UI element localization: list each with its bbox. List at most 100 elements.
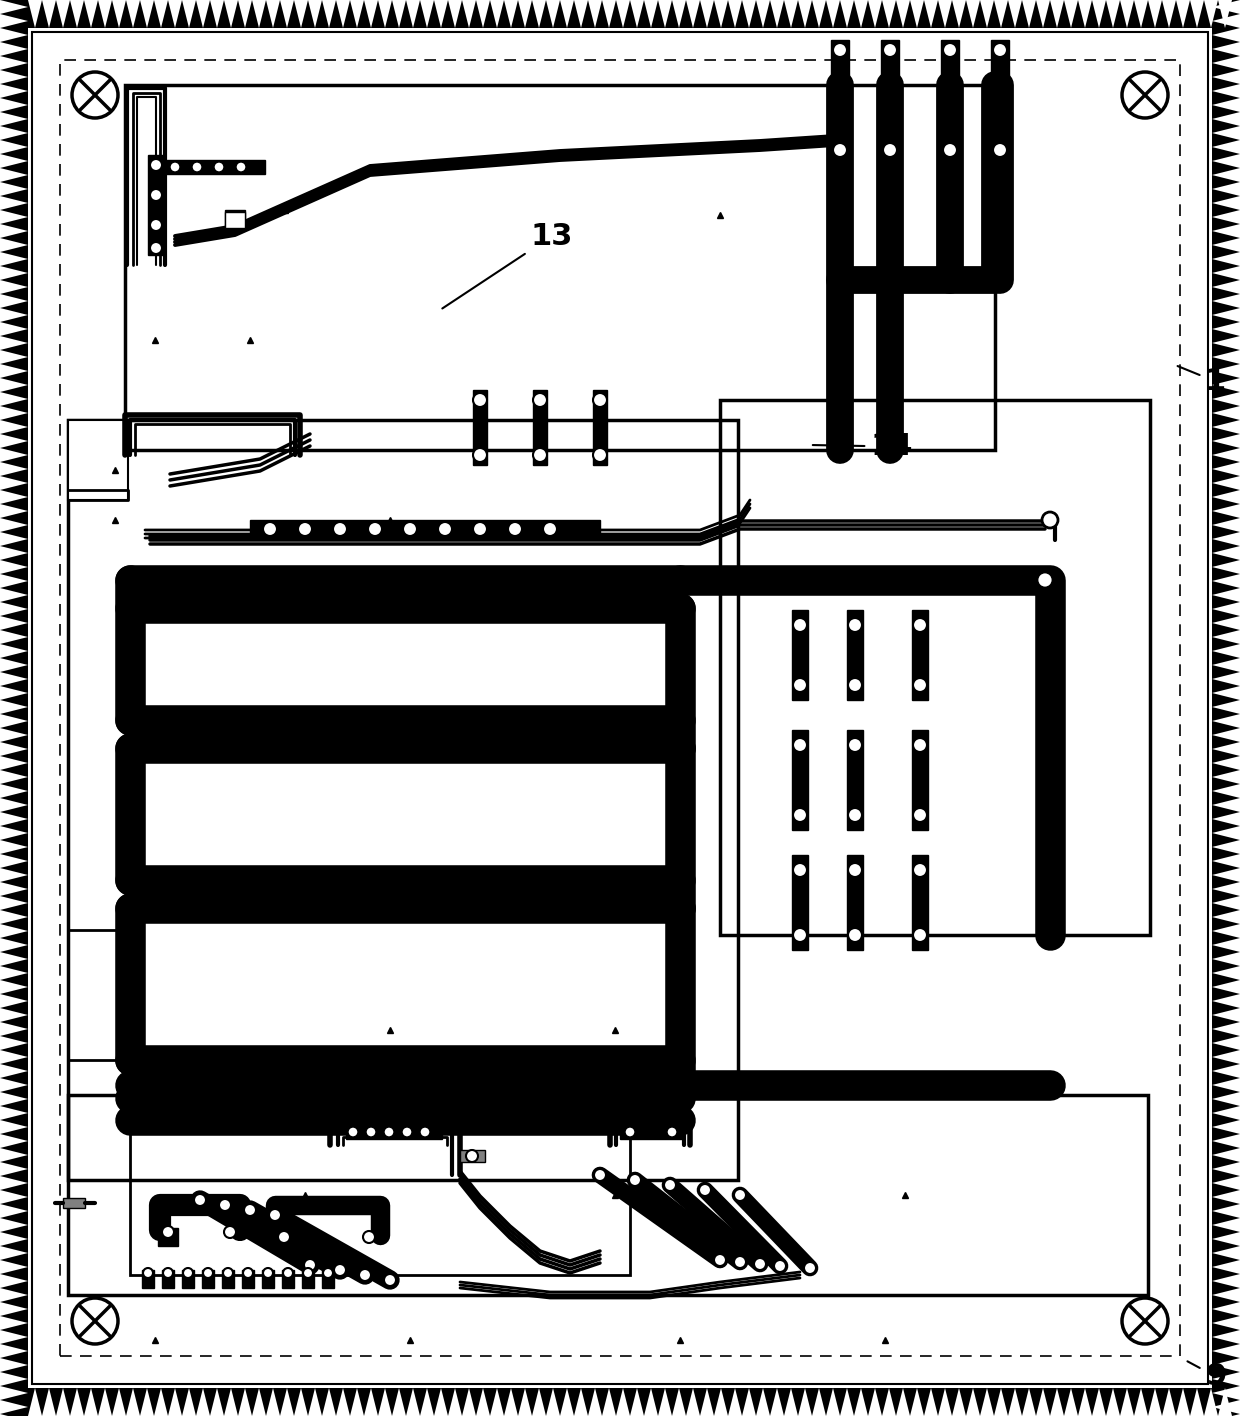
Polygon shape bbox=[1211, 1120, 1240, 1134]
Polygon shape bbox=[0, 392, 29, 406]
Polygon shape bbox=[1211, 183, 1240, 195]
Polygon shape bbox=[1211, 490, 1240, 504]
Circle shape bbox=[360, 1269, 371, 1281]
Polygon shape bbox=[0, 154, 29, 169]
Polygon shape bbox=[0, 799, 29, 811]
Circle shape bbox=[848, 927, 862, 942]
Polygon shape bbox=[1211, 994, 1240, 1008]
Polygon shape bbox=[882, 1388, 897, 1416]
Circle shape bbox=[913, 617, 928, 632]
Bar bbox=[847, 610, 863, 700]
Circle shape bbox=[913, 862, 928, 877]
Polygon shape bbox=[1211, 1078, 1240, 1092]
Polygon shape bbox=[518, 1388, 532, 1416]
Circle shape bbox=[150, 219, 162, 231]
Polygon shape bbox=[350, 0, 365, 28]
Bar bbox=[303, 1270, 314, 1289]
Polygon shape bbox=[0, 1400, 29, 1415]
Polygon shape bbox=[0, 183, 29, 195]
Circle shape bbox=[625, 1127, 635, 1137]
Circle shape bbox=[794, 809, 807, 823]
Polygon shape bbox=[742, 0, 756, 28]
Polygon shape bbox=[770, 0, 784, 28]
Circle shape bbox=[1122, 1298, 1168, 1344]
Polygon shape bbox=[1176, 1388, 1190, 1416]
Circle shape bbox=[1042, 513, 1058, 528]
Circle shape bbox=[243, 1267, 253, 1279]
Polygon shape bbox=[0, 321, 29, 336]
Polygon shape bbox=[0, 896, 29, 910]
Polygon shape bbox=[1211, 1051, 1240, 1063]
Polygon shape bbox=[532, 1388, 546, 1416]
Polygon shape bbox=[1211, 1189, 1240, 1204]
Polygon shape bbox=[0, 195, 29, 210]
Bar bbox=[130, 1104, 630, 1274]
Bar bbox=[250, 520, 600, 538]
Polygon shape bbox=[0, 826, 29, 840]
Polygon shape bbox=[392, 1388, 405, 1416]
Polygon shape bbox=[854, 1388, 868, 1416]
Polygon shape bbox=[672, 1388, 686, 1416]
Polygon shape bbox=[1211, 673, 1240, 685]
Polygon shape bbox=[1218, 0, 1233, 28]
Circle shape bbox=[699, 1184, 711, 1197]
Polygon shape bbox=[1211, 378, 1240, 392]
Circle shape bbox=[162, 1226, 174, 1238]
Polygon shape bbox=[0, 602, 29, 616]
Polygon shape bbox=[196, 1388, 210, 1416]
Polygon shape bbox=[728, 1388, 742, 1416]
Bar bbox=[911, 610, 928, 700]
Polygon shape bbox=[1211, 742, 1240, 756]
Polygon shape bbox=[1211, 966, 1240, 980]
Polygon shape bbox=[1211, 840, 1240, 854]
Polygon shape bbox=[644, 1388, 658, 1416]
Polygon shape bbox=[0, 616, 29, 630]
Polygon shape bbox=[784, 1388, 799, 1416]
Circle shape bbox=[533, 447, 547, 462]
Polygon shape bbox=[336, 0, 350, 28]
Bar bbox=[162, 1270, 174, 1289]
Circle shape bbox=[913, 678, 928, 692]
Bar bbox=[148, 154, 164, 255]
Polygon shape bbox=[868, 0, 882, 28]
Polygon shape bbox=[1022, 0, 1035, 28]
Polygon shape bbox=[463, 1388, 476, 1416]
Circle shape bbox=[72, 72, 118, 118]
Polygon shape bbox=[910, 1388, 924, 1416]
Polygon shape bbox=[0, 1415, 29, 1416]
Polygon shape bbox=[1211, 532, 1240, 547]
Polygon shape bbox=[0, 559, 29, 573]
Circle shape bbox=[848, 809, 862, 823]
Polygon shape bbox=[1211, 1204, 1240, 1218]
Polygon shape bbox=[0, 1177, 29, 1189]
Polygon shape bbox=[1204, 0, 1218, 28]
Text: 14: 14 bbox=[812, 432, 913, 462]
Polygon shape bbox=[1211, 573, 1240, 588]
Polygon shape bbox=[937, 0, 952, 28]
Polygon shape bbox=[238, 0, 252, 28]
Polygon shape bbox=[336, 1388, 350, 1416]
Polygon shape bbox=[1211, 1358, 1240, 1372]
Polygon shape bbox=[1211, 1400, 1240, 1415]
Polygon shape bbox=[84, 0, 98, 28]
Polygon shape bbox=[1211, 602, 1240, 616]
Circle shape bbox=[734, 1256, 746, 1267]
Polygon shape bbox=[112, 0, 126, 28]
Polygon shape bbox=[616, 1388, 630, 1416]
Polygon shape bbox=[490, 1388, 503, 1416]
Polygon shape bbox=[0, 756, 29, 770]
Circle shape bbox=[883, 42, 897, 57]
Bar bbox=[68, 421, 128, 500]
Polygon shape bbox=[799, 1388, 812, 1416]
Circle shape bbox=[244, 1204, 255, 1216]
Polygon shape bbox=[322, 0, 336, 28]
Polygon shape bbox=[1092, 0, 1106, 28]
Polygon shape bbox=[1211, 559, 1240, 573]
Polygon shape bbox=[1035, 0, 1050, 28]
Polygon shape bbox=[1211, 447, 1240, 462]
Polygon shape bbox=[0, 952, 29, 966]
Polygon shape bbox=[1211, 0, 1240, 14]
Circle shape bbox=[402, 1127, 412, 1137]
Polygon shape bbox=[1211, 799, 1240, 811]
Polygon shape bbox=[0, 295, 29, 309]
